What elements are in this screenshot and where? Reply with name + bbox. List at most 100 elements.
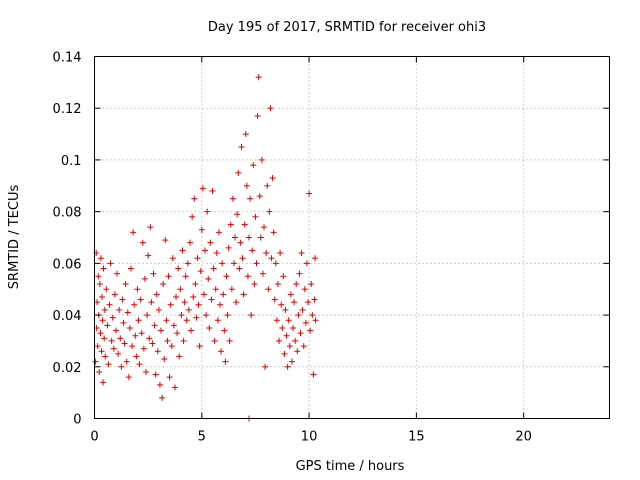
data-point <box>151 322 158 329</box>
data-point <box>244 273 251 280</box>
data-point <box>99 293 106 300</box>
data-point <box>96 368 103 375</box>
data-point <box>97 255 104 262</box>
data-point <box>108 337 115 344</box>
data-point <box>132 332 139 339</box>
data-point <box>129 343 136 350</box>
data-point <box>238 144 245 150</box>
y-axis-ticks: 0 0.02 0.04 0.06 0.08 0.1 0.12 0.14 <box>53 51 610 428</box>
data-point <box>94 343 101 350</box>
data-point <box>169 255 176 262</box>
data-point <box>94 299 101 306</box>
data-point <box>161 356 168 363</box>
data-point <box>251 281 258 288</box>
data-point <box>174 330 181 337</box>
data-point <box>215 229 222 236</box>
data-point <box>98 348 105 355</box>
data-point <box>226 337 233 344</box>
data-point <box>311 296 318 303</box>
data-point <box>232 234 239 241</box>
data-point <box>299 306 306 313</box>
data-point <box>188 327 195 334</box>
data-point <box>225 244 232 251</box>
data-point <box>138 330 145 337</box>
data-point <box>309 312 316 319</box>
x-tick-label: 10 <box>301 430 318 445</box>
data-point <box>190 293 197 300</box>
data-point <box>213 250 220 257</box>
data-point <box>269 175 276 182</box>
data-point <box>307 327 314 334</box>
data-point <box>246 234 252 241</box>
data-point <box>154 348 161 355</box>
data-point <box>206 325 213 331</box>
data-point <box>173 293 180 300</box>
data-point <box>109 314 116 321</box>
data-point <box>292 337 299 344</box>
data-point <box>189 213 196 220</box>
data-point <box>149 340 156 347</box>
data-point <box>266 208 273 215</box>
data-point <box>160 281 167 288</box>
data-point <box>205 275 212 282</box>
data-point <box>295 312 302 319</box>
data-point <box>199 185 206 192</box>
data-point <box>170 322 177 329</box>
data-point <box>147 224 154 231</box>
data-point <box>195 301 202 308</box>
data-point <box>139 239 146 246</box>
data-point <box>191 195 198 202</box>
data-point <box>193 314 200 321</box>
data-point <box>248 312 255 319</box>
data-point <box>178 312 185 319</box>
data-point <box>92 358 99 365</box>
data-point <box>301 286 308 293</box>
data-point <box>273 317 280 324</box>
data-point <box>125 374 132 381</box>
data-point <box>285 317 292 324</box>
data-point <box>279 325 286 331</box>
data-point <box>115 350 122 357</box>
x-tick-label: 0 <box>90 430 98 445</box>
data-point <box>274 281 281 288</box>
y-tick-label: 0.06 <box>53 257 82 272</box>
data-point <box>277 250 284 257</box>
data-points <box>92 74 319 422</box>
data-point <box>270 229 277 236</box>
data-point <box>302 319 309 326</box>
data-point <box>267 105 274 112</box>
data-point <box>100 265 107 272</box>
data-point <box>185 306 192 313</box>
data-point <box>284 363 291 370</box>
data-point <box>180 337 187 344</box>
data-point <box>239 255 246 262</box>
data-point <box>162 237 169 244</box>
data-point <box>262 363 269 370</box>
data-point <box>271 296 278 303</box>
data-point <box>272 260 279 267</box>
data-point <box>289 325 296 331</box>
data-point <box>118 363 125 370</box>
data-point <box>126 325 133 331</box>
data-point <box>153 291 160 298</box>
plot-area-border <box>94 56 610 419</box>
data-point <box>278 301 285 308</box>
data-point <box>133 353 140 360</box>
data-point <box>210 265 217 272</box>
data-point <box>222 358 229 365</box>
data-point <box>175 265 182 272</box>
data-point <box>146 335 153 342</box>
data-point <box>220 291 227 298</box>
data-point <box>258 156 265 163</box>
data-point <box>286 343 293 350</box>
data-point <box>130 229 137 236</box>
data-point <box>163 317 170 324</box>
data-point <box>281 350 288 357</box>
data-point <box>145 252 152 259</box>
data-point <box>296 270 303 277</box>
data-point <box>287 291 294 298</box>
data-point <box>182 273 189 280</box>
data-point <box>250 162 257 169</box>
data-point <box>101 335 108 342</box>
data-point <box>96 281 103 288</box>
